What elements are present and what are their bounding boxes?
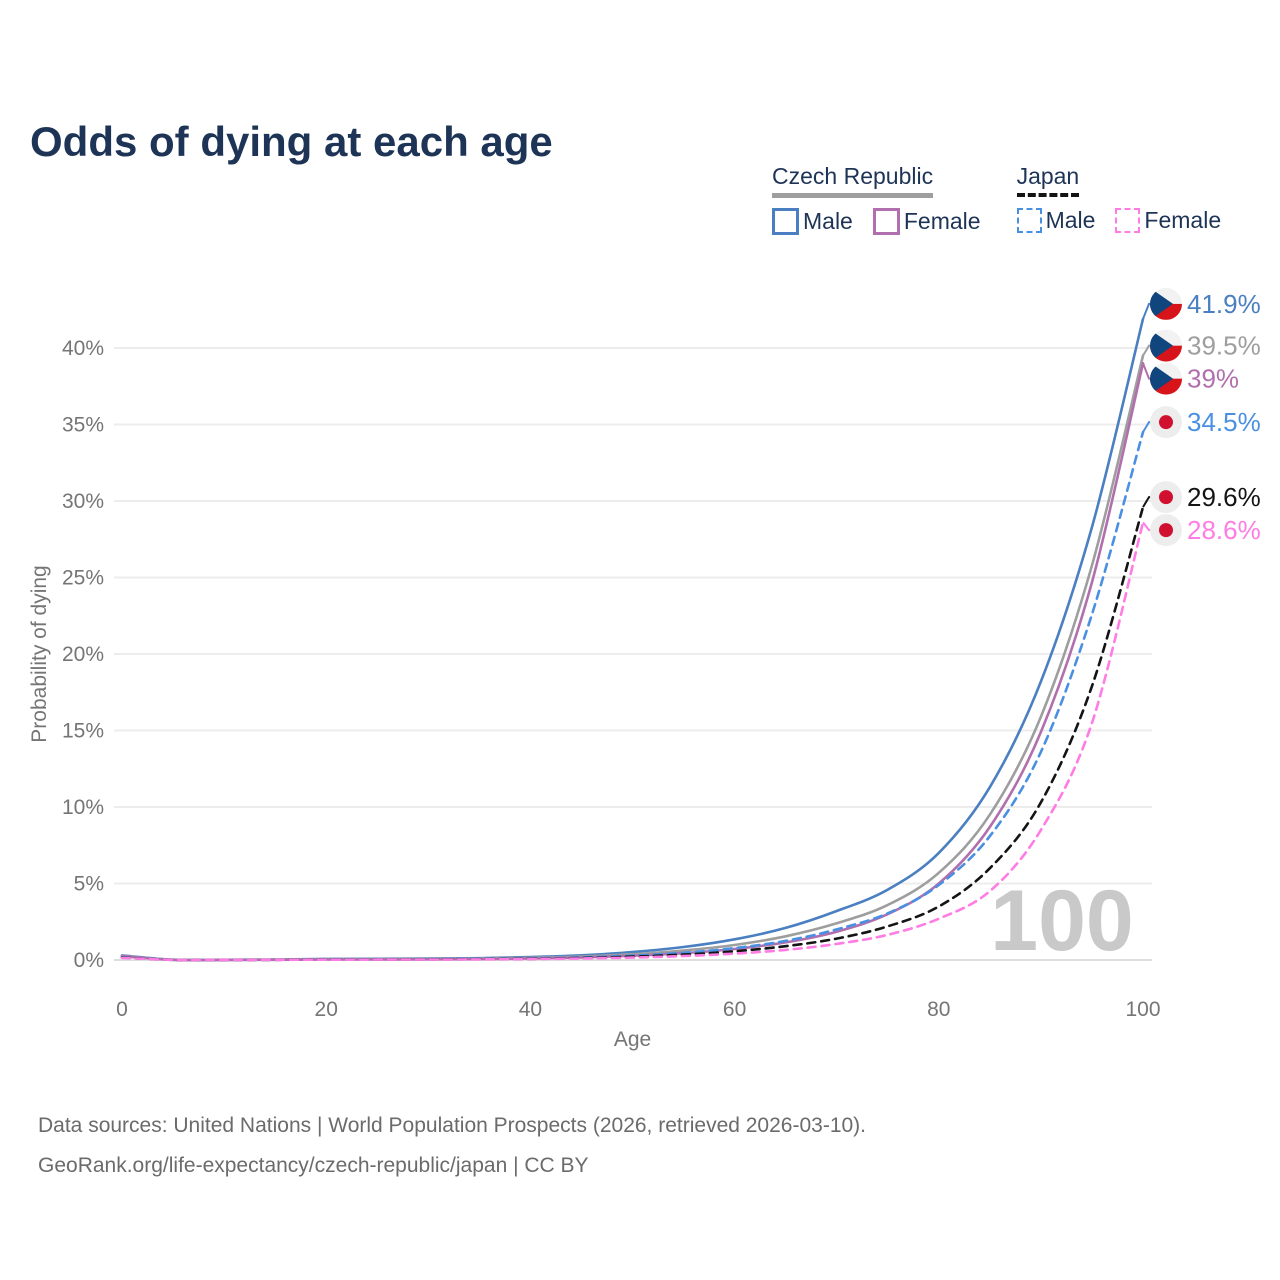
legend: Czech Republic Male Female Japan Male Fe… <box>772 163 1221 235</box>
series-end-label-czech-combined: 39.5% <box>1187 331 1261 361</box>
series-line-czech-male[interactable] <box>120 317 1145 962</box>
czech-flag-icon <box>1150 287 1182 320</box>
legend-header-czech-republic: Czech Republic <box>772 163 934 198</box>
series-line-czech-female[interactable] <box>120 362 1145 962</box>
series-end-label-japan-male: 34.5% <box>1187 407 1261 437</box>
legend-group-czech-republic: Czech Republic Male Female <box>772 163 981 235</box>
x-tick-label: 60 <box>723 998 746 1021</box>
czech-female-swatch-icon <box>872 208 900 235</box>
japan-flag-icon <box>1150 481 1182 514</box>
x-tick-label: 40 <box>519 998 542 1021</box>
series-end-label-czech-female: 39% <box>1187 364 1239 394</box>
y-tick-label: 35% <box>62 414 104 437</box>
age-watermark: 100 <box>990 873 1134 969</box>
legend-header-japan: Japan <box>1016 163 1080 197</box>
y-tick-label: 5% <box>74 873 104 896</box>
czech-male-swatch-icon <box>772 208 799 235</box>
series-end-label-japan-female: 28.6% <box>1187 515 1261 545</box>
czech-flag-icon <box>1150 362 1182 395</box>
y-axis-title: Probability of dying <box>28 565 51 742</box>
y-tick-label: 20% <box>62 643 104 666</box>
x-tick-label: 80 <box>927 998 950 1021</box>
legend-item-label: Female <box>1144 207 1222 233</box>
footer-attribution: GeoRank.org/life-expectancy/czech-republ… <box>38 1154 589 1177</box>
series-end-label-japan-combined: 29.6% <box>1187 482 1261 512</box>
legend-group-japan: Japan Male Female <box>1016 163 1221 235</box>
x-tick-label: 100 <box>1125 998 1160 1021</box>
y-tick-label: 15% <box>62 720 104 743</box>
x-tick-label: 20 <box>315 998 338 1021</box>
legend-item-czech-female[interactable]: Female <box>872 208 981 235</box>
page-title: Odds of dying at each age <box>30 118 553 166</box>
legend-item-label: Female <box>903 208 981 234</box>
legend-item-japan-male[interactable]: Male <box>1016 207 1096 234</box>
x-tick-label: 0 <box>116 998 128 1021</box>
legend-item-japan-female[interactable]: Female <box>1115 207 1221 234</box>
footer: Data sources: United Nations | World Pop… <box>38 1106 866 1186</box>
legend-item-czech-male[interactable]: Male <box>772 208 853 235</box>
footer-data-sources: Data sources: United Nations | World Pop… <box>38 1114 867 1137</box>
japan-flag-icon <box>1150 406 1182 439</box>
japan-flag-icon <box>1150 514 1182 547</box>
japan-male-swatch-icon <box>1016 208 1042 233</box>
japan-female-swatch-icon <box>1115 208 1141 233</box>
y-tick-label: 0% <box>74 949 104 972</box>
y-tick-label: 10% <box>62 796 104 819</box>
legend-item-label: Male <box>803 208 853 234</box>
series-line-japan-female[interactable] <box>120 521 1145 962</box>
y-tick-label: 25% <box>62 567 104 590</box>
y-tick-label: 30% <box>62 490 104 513</box>
legend-item-label: Male <box>1045 207 1096 233</box>
czech-flag-icon <box>1150 329 1182 362</box>
y-tick-label: 40% <box>62 337 104 360</box>
series-end-label-czech-male: 41.9% <box>1187 289 1261 319</box>
x-axis-title: Age <box>614 1028 651 1051</box>
